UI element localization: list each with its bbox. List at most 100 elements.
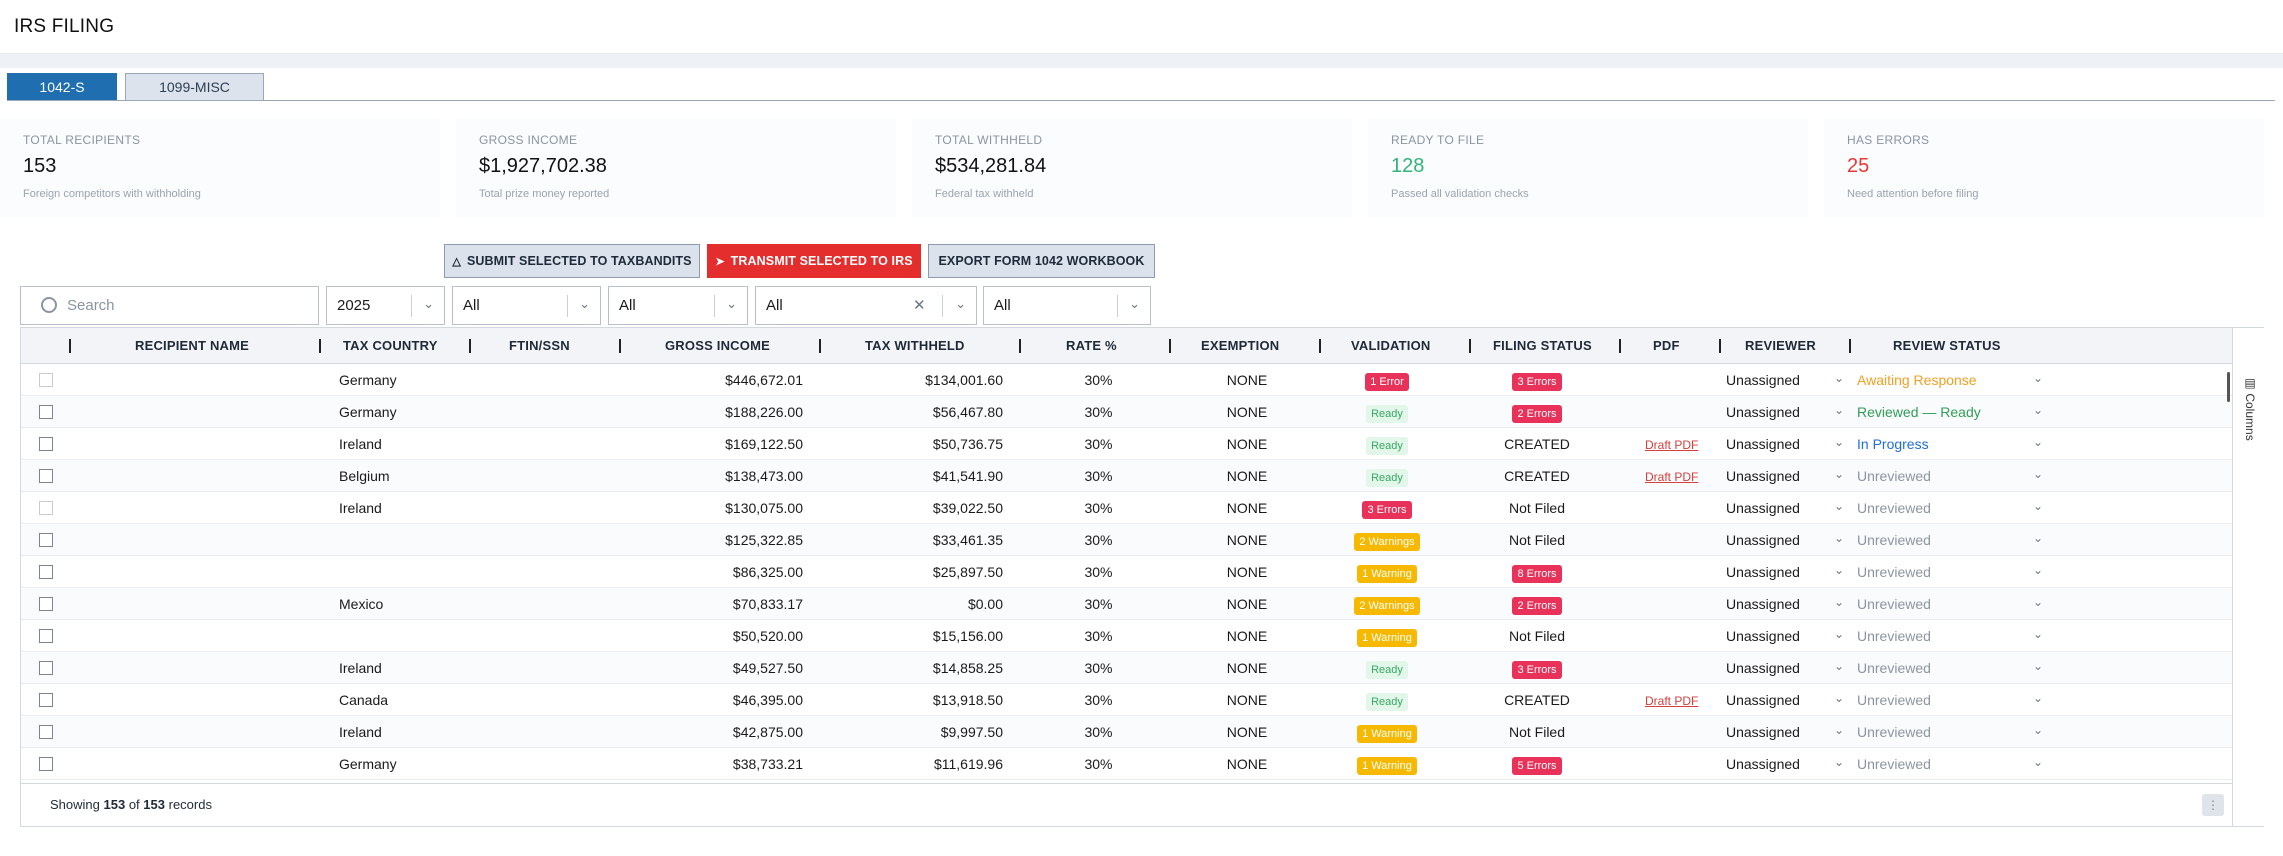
header-tax-withheld[interactable]: TAX WITHHELD [865,338,965,353]
reviewer-select[interactable]: Unassigned [1726,756,1800,772]
reviewer-select[interactable]: Unassigned [1726,564,1800,580]
column-resize-handle[interactable] [1169,339,1171,353]
table-row[interactable]: Canada $46,395.00 $13,918.50 30% NONE Ready CR… [21,684,2232,716]
header-ftin-ssn[interactable]: FTIN/SSN [509,338,570,353]
review-status-select[interactable]: Unreviewed [1857,500,1931,516]
chevron-down-icon[interactable]: ⌄ [1834,371,1845,385]
chevron-down-icon[interactable]: ⌄ [1834,563,1845,577]
reviewer-select[interactable]: Unassigned [1726,468,1800,484]
header-filing-status[interactable]: FILING STATUS [1493,338,1592,353]
column-resize-handle[interactable] [469,339,471,353]
column-resize-handle[interactable] [1619,339,1621,353]
table-row[interactable]: Ireland $130,075.00 $39,022.50 30% NONE 3 Err… [21,492,2232,524]
column-resize-handle[interactable] [1719,339,1721,353]
row-checkbox[interactable] [39,501,53,515]
header-recipient-name[interactable]: RECIPIENT NAME [135,338,250,353]
table-row[interactable]: $125,322.85 $33,461.35 30% NONE 2 Warnings No… [21,524,2232,556]
row-checkbox[interactable] [39,725,53,739]
header-review-status[interactable]: REVIEW STATUS [1893,338,2001,353]
tab-1042s[interactable]: 1042-S [7,73,117,101]
reviewer-select[interactable]: Unassigned [1726,532,1800,548]
chevron-down-icon[interactable]: ⌄ [2033,467,2044,481]
filter-select-5[interactable]: All ⌄ [983,286,1151,325]
reviewer-select[interactable]: Unassigned [1726,596,1800,612]
review-status-select[interactable]: Unreviewed [1857,532,1931,548]
row-checkbox[interactable] [39,629,53,643]
chevron-down-icon[interactable]: ⌄ [2033,499,2044,513]
table-row[interactable]: Ireland $42,875.00 $9,997.50 30% NONE 1 Warni… [21,716,2232,748]
chevron-down-icon[interactable]: ⌄ [2033,371,2044,385]
row-checkbox[interactable] [39,437,53,451]
tab-1099misc[interactable]: 1099-MISC [125,73,264,101]
clear-icon[interactable]: ✕ [913,297,926,314]
chevron-down-icon[interactable]: ⌄ [1834,723,1845,737]
table-row[interactable]: Mexico $70,833.17 $0.00 30% NONE 2 Warnings 2 … [21,588,2232,620]
column-resize-handle[interactable] [1019,339,1021,353]
row-checkbox[interactable] [39,661,53,675]
header-reviewer[interactable]: REVIEWER [1745,338,1816,353]
draft-pdf-link[interactable]: Draft PDF [1645,438,1699,452]
column-resize-handle[interactable] [1849,339,1851,353]
reviewer-select[interactable]: Unassigned [1726,436,1800,452]
export-workbook-button[interactable]: EXPORT FORM 1042 WORKBOOK [928,244,1155,278]
chevron-down-icon[interactable]: ⌄ [2033,627,2044,641]
reviewer-select[interactable]: Unassigned [1726,692,1800,708]
year-select[interactable]: 2025 ⌄ [326,286,445,325]
review-status-select[interactable]: Awaiting Response [1857,372,1977,388]
column-resize-handle[interactable] [619,339,621,353]
header-tax-country[interactable]: TAX COUNTRY [343,338,438,353]
table-row[interactable]: Germany $38,733.21 $11,619.96 30% NONE 1 Warn… [21,748,2232,780]
filter-select-4[interactable]: All ✕ ⌄ [755,286,977,325]
transmit-irs-button[interactable]: ➤ TRANSMIT SELECTED TO IRS [707,244,921,278]
reviewer-select[interactable]: Unassigned [1726,724,1800,740]
review-status-select[interactable]: Unreviewed [1857,724,1931,740]
filter-select-3[interactable]: All ⌄ [608,286,748,325]
column-resize-handle[interactable] [319,339,321,353]
row-checkbox[interactable] [39,565,53,579]
reviewer-select[interactable]: Unassigned [1726,660,1800,676]
chevron-down-icon[interactable]: ⌄ [1834,467,1845,481]
chevron-down-icon[interactable]: ⌄ [1834,499,1845,513]
chevron-down-icon[interactable]: ⌄ [1834,403,1845,417]
search-input[interactable]: Search [20,286,319,325]
row-checkbox[interactable] [39,693,53,707]
chevron-down-icon[interactable]: ⌄ [2033,755,2044,769]
table-row[interactable]: Ireland $49,527.50 $14,858.25 30% NONE Ready 3… [21,652,2232,684]
table-row[interactable]: $50,520.00 $15,156.00 30% NONE 1 Warning Not … [21,620,2232,652]
chevron-down-icon[interactable]: ⌄ [1834,627,1845,641]
chevron-down-icon[interactable]: ⌄ [1834,435,1845,449]
chevron-down-icon[interactable]: ⌄ [1834,755,1845,769]
chevron-down-icon[interactable]: ⌄ [1834,595,1845,609]
column-resize-handle[interactable] [1469,339,1471,353]
chevron-down-icon[interactable]: ⌄ [2033,691,2044,705]
reviewer-select[interactable]: Unassigned [1726,372,1800,388]
chevron-down-icon[interactable]: ⌄ [1834,691,1845,705]
table-row[interactable]: Germany $188,226.00 $56,467.80 30% NONE Ready… [21,396,2232,428]
header-exemption[interactable]: EXEMPTION [1201,338,1280,353]
table-row[interactable]: Belgium $138,473.00 $41,541.90 30% NONE Ready… [21,460,2232,492]
chevron-down-icon[interactable]: ⌄ [2033,435,2044,449]
table-row[interactable]: $86,325.00 $25,897.50 30% NONE 1 Warning 8 Er… [21,556,2232,588]
submit-taxbandits-button[interactable]: △ SUBMIT SELECTED TO TAXBANDITS [444,244,700,278]
review-status-select[interactable]: Unreviewed [1857,660,1931,676]
review-status-select[interactable]: Unreviewed [1857,692,1931,708]
header-validation[interactable]: VALIDATION [1351,338,1431,353]
review-status-select[interactable]: Unreviewed [1857,596,1931,612]
column-resize-handle[interactable] [1319,339,1321,353]
column-resize-handle[interactable] [69,339,71,353]
more-options-icon[interactable]: ⋮ [2202,794,2224,816]
table-row[interactable]: Ireland $169,122.50 $50,736.75 30% NONE Ready… [21,428,2232,460]
filter-select-2[interactable]: All ⌄ [452,286,601,325]
reviewer-select[interactable]: Unassigned [1726,628,1800,644]
chevron-down-icon[interactable]: ⌄ [2033,531,2044,545]
header-gross-income[interactable]: GROSS INCOME [665,338,770,353]
columns-panel-label[interactable]: ▤ Columns [2243,376,2257,441]
chevron-down-icon[interactable]: ⌄ [1834,531,1845,545]
header-rate[interactable]: RATE % [1066,338,1117,353]
reviewer-select[interactable]: Unassigned [1726,500,1800,516]
chevron-down-icon[interactable]: ⌄ [2033,723,2044,737]
review-status-select[interactable]: Reviewed — Ready [1857,404,1981,420]
row-checkbox[interactable] [39,373,53,387]
review-status-select[interactable]: Unreviewed [1857,564,1931,580]
row-checkbox[interactable] [39,405,53,419]
